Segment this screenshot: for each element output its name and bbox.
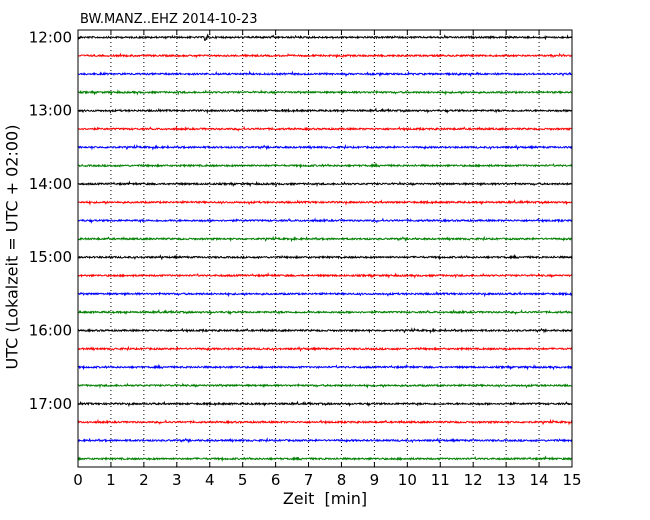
- trace-1615: [77, 345, 573, 352]
- plot-frame: [77, 29, 573, 468]
- grid-lines: [110, 30, 540, 467]
- y-tick-label: 17:00: [29, 395, 72, 413]
- x-tick-label: 1: [106, 471, 116, 489]
- x-tick-label: 6: [271, 471, 281, 489]
- x-tick-label: 10: [398, 471, 417, 489]
- trace-1330: [77, 143, 573, 151]
- x-tick-label: 14: [530, 471, 549, 489]
- trace-1745: [77, 455, 573, 463]
- x-tick-label: 15: [562, 471, 581, 489]
- trace-1715: [77, 418, 573, 426]
- trace-1730: [77, 437, 573, 444]
- trace-1215: [77, 52, 573, 59]
- x-axis-label: Zeit [min]: [282, 489, 368, 508]
- trace-1700: [77, 400, 573, 408]
- trace-1515: [77, 272, 573, 279]
- trace-1315: [77, 125, 573, 132]
- trace-1545: [77, 308, 573, 316]
- trace-1500: [77, 253, 573, 261]
- trace-1445: [77, 235, 573, 243]
- trace-1245: [77, 89, 573, 96]
- trace-1415: [77, 198, 573, 206]
- y-axis-label: UTC (Lokalzeit = UTC + 02:00): [2, 124, 22, 370]
- x-tick-label: 5: [238, 471, 248, 489]
- y-tick-label: 16:00: [29, 321, 72, 339]
- x-tick-label: 7: [304, 471, 314, 489]
- trace-1430: [77, 217, 573, 224]
- trace-1200: [77, 33, 573, 41]
- trace-1600: [77, 327, 573, 334]
- x-tick-label: 4: [205, 471, 215, 489]
- y-tick-label: 14:00: [29, 175, 72, 193]
- x-tick-label: 9: [370, 471, 380, 489]
- trace-1530: [77, 290, 573, 298]
- x-tick-label: 12: [464, 471, 483, 489]
- x-tick-label: 3: [172, 471, 182, 489]
- trace-1230: [77, 70, 573, 78]
- y-tick-label: 12:00: [29, 28, 72, 46]
- x-tick-label: 0: [73, 471, 83, 489]
- x-tick-label: 8: [337, 471, 347, 489]
- axis-ticks: 0 1 2 3 4 5 6 7 8 9 10 11 12 13 14 1512:0013:0014:0015:…: [29, 28, 582, 489]
- trace-1300: [77, 107, 573, 115]
- y-tick-label: 13:00: [29, 102, 72, 120]
- trace-1630: [77, 363, 573, 371]
- seismogram-traces: [77, 33, 573, 463]
- x-tick-label: 2: [139, 471, 149, 489]
- x-tick-label: 13: [497, 471, 516, 489]
- trace-1645: [77, 382, 573, 389]
- x-tick-label: 11: [431, 471, 450, 489]
- y-tick-label: 15:00: [29, 248, 72, 266]
- trace-1345: [77, 162, 573, 169]
- chart-title: BW.MANZ..EHZ 2014-10-23: [80, 12, 258, 27]
- trace-1400: [77, 180, 573, 188]
